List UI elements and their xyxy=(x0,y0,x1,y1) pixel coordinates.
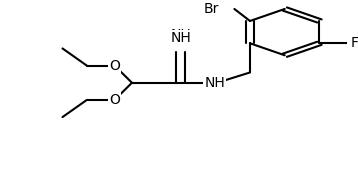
Text: O: O xyxy=(109,59,120,73)
Text: O: O xyxy=(109,93,120,107)
Text: NH: NH xyxy=(170,31,191,45)
Text: Br: Br xyxy=(203,2,219,16)
Text: NH: NH xyxy=(204,76,225,90)
Text: NH: NH xyxy=(170,28,191,42)
Text: F: F xyxy=(351,36,358,50)
